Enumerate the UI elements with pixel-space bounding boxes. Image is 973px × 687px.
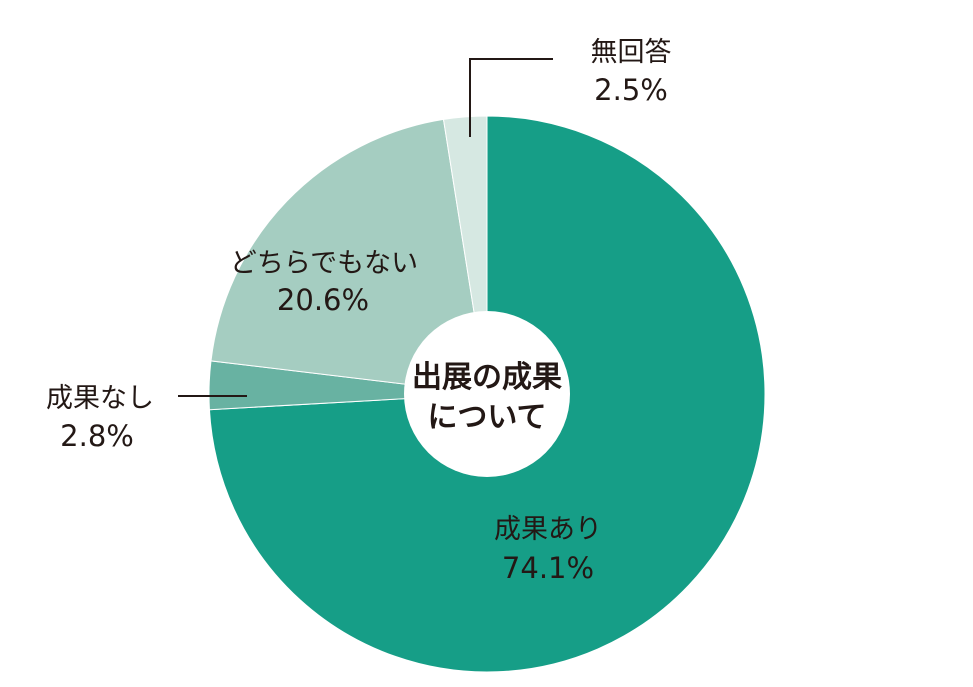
- center-label-line-1: 出展の成果: [412, 360, 562, 395]
- slice-value-neither: 20.6%: [277, 283, 369, 317]
- slice-label-neither: どちらでもない: [230, 248, 418, 279]
- slice-label-result-no: 成果なし: [46, 383, 154, 414]
- slice-value-result-no: 2.8%: [60, 419, 134, 453]
- slice-value-result-yes: 74.1%: [502, 551, 594, 585]
- slice-label-result-yes: 成果あり: [494, 514, 602, 545]
- center-label-line-2: について: [427, 400, 546, 435]
- leader-line-no-answer: [469, 58, 553, 137]
- slice-neither: [210, 118, 488, 395]
- slice-value-no-answer: 2.5%: [594, 73, 668, 107]
- slice-label-no-answer: 無回答: [591, 37, 672, 68]
- donut-hole: [404, 311, 570, 477]
